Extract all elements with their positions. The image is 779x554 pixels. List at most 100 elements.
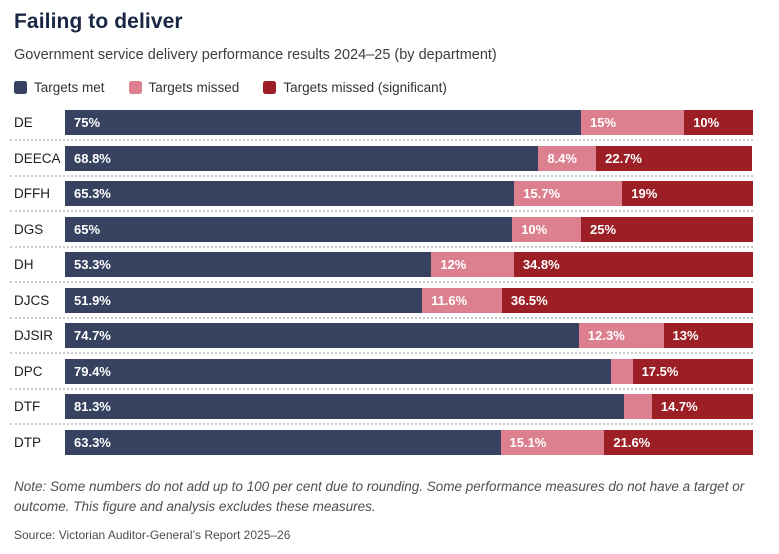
legend-item-targets-missed-significant: Targets missed (significant) — [263, 80, 447, 95]
category-label: DJCS — [14, 292, 50, 308]
stacked-bar: 74.7% 12.3% 13% — [65, 323, 753, 348]
segment-value-label: 14.7% — [660, 399, 698, 414]
segment-value-label: 79.4% — [74, 363, 111, 379]
bar-segment-missed-significant: 34.8% — [513, 252, 753, 277]
bar-segment-missed-significant: 10% — [684, 110, 753, 135]
source-line: Source: Victorian Auditor-General’s Repo… — [14, 528, 291, 543]
segment-value-label: 19% — [631, 186, 658, 201]
footnote: Note: Some numbers do not add up to 100 … — [14, 478, 745, 515]
legend-label: Targets missed (significant) — [283, 80, 447, 95]
legend-label: Targets missed — [148, 80, 240, 95]
bar-segment-missed: 10% — [512, 216, 581, 242]
category-label: DH — [14, 257, 34, 272]
stacked-bar-chart: DE 75% 15% 10% DEECA 68.8% 8.4% 22.7% DFFH 65.3% 1… — [10, 110, 753, 455]
segment-value-label: 63.3% — [74, 434, 111, 450]
segment-value-label: 8.4% — [547, 150, 577, 166]
bar-segment-missed-significant: 22.7% — [596, 145, 753, 171]
category-label: DGS — [14, 221, 44, 237]
legend: Targets met Targets missed Targets missed … — [14, 80, 753, 95]
chart-row: DEECA 68.8% 8.4% 22.7% — [14, 145, 753, 171]
legend-swatch-icon — [263, 81, 277, 94]
segment-value-label: 15.1% — [509, 434, 547, 450]
category-label: DPC — [14, 363, 43, 379]
segment-value-label: 53.3% — [74, 257, 111, 272]
stacked-bar: 51.9% 11.6% 36.5% — [65, 287, 753, 313]
segment-value-label: 11.6% — [431, 292, 468, 308]
legend-item-targets-missed: Targets missed — [128, 80, 240, 95]
category-label: DTF — [14, 399, 41, 414]
bar-segment-missed: 12% — [431, 252, 514, 277]
segment-value-label: 22.7% — [605, 150, 642, 166]
segment-value-label: 10% — [521, 221, 548, 237]
bar-segment-missed-significant: 36.5% — [501, 287, 753, 313]
bar-segment-missed — [624, 394, 652, 419]
chart-row: DTP 63.3% 15.1% 21.6% — [14, 429, 753, 455]
segment-value-label: 68.8% — [74, 150, 111, 166]
bar-segment-missed-significant: 21.6% — [604, 429, 753, 455]
stacked-bar: 79.4% 17.5% — [65, 358, 753, 384]
bar-segment-missed-significant: 19% — [622, 181, 753, 206]
bar-segment-missed-significant: 14.7% — [651, 394, 753, 419]
category-label: DTP — [14, 434, 41, 450]
stacked-bar: 65% 10% 25% — [65, 216, 753, 242]
category-label: DJSIR — [14, 328, 54, 343]
row-divider — [10, 139, 753, 141]
segment-value-label: 34.8% — [522, 257, 560, 272]
row-divider — [10, 210, 753, 212]
stacked-bar: 63.3% 15.1% 21.6% — [65, 429, 753, 455]
bar-segment-missed: 11.6% — [422, 287, 502, 313]
chart-row: DTF 81.3% 14.7% — [14, 394, 753, 419]
row-divider — [10, 352, 753, 354]
chart-row: DJSIR 74.7% 12.3% 13% — [14, 323, 753, 348]
page-subtitle: Government service delivery performance … — [14, 47, 497, 63]
row-divider — [10, 174, 753, 177]
bar-segment-missed: 12.3% — [578, 323, 664, 348]
category-label: DEECA — [14, 150, 61, 166]
stacked-bar: 68.8% 8.4% 22.7% — [65, 145, 753, 171]
page-title: Failing to deliver — [14, 10, 183, 33]
segment-value-label: 15.7% — [523, 186, 561, 201]
segment-value-label: 25% — [589, 221, 617, 237]
chart-row: DE 75% 15% 10% — [14, 110, 753, 135]
segment-value-label: 74.7% — [74, 328, 111, 343]
bar-segment-met: 53.3% — [65, 252, 432, 277]
segment-value-label: 13% — [672, 328, 699, 343]
bar-segment-met: 74.7% — [65, 323, 579, 348]
row-divider — [10, 245, 753, 248]
legend-swatch-icon — [128, 81, 142, 94]
category-label: DE — [14, 115, 33, 130]
chart-row: DPC 79.4% 17.5% — [14, 358, 753, 384]
row-divider — [10, 423, 753, 425]
chart-row: DFFH 65.3% 15.7% 19% — [14, 181, 753, 206]
segment-value-label: 36.5% — [510, 292, 548, 308]
stacked-bar: 53.3% 12% 34.8% — [65, 252, 753, 277]
bar-segment-met: 79.4% — [65, 358, 612, 384]
legend-swatch-icon — [14, 81, 27, 94]
bar-segment-missed: 15.1% — [500, 429, 605, 455]
bar-segment-met: 65.3% — [65, 181, 515, 206]
legend-label: Targets met — [34, 80, 105, 95]
stacked-bar: 81.3% 14.7% — [65, 394, 753, 419]
bar-segment-missed-significant: 17.5% — [632, 358, 753, 384]
segment-value-label: 15% — [590, 115, 617, 130]
bar-segment-missed: 8.4% — [538, 145, 597, 171]
segment-value-label: 21.6% — [613, 434, 651, 450]
chart-row: DGS 65% 10% 25% — [14, 216, 753, 242]
category-label: DFFH — [14, 186, 50, 201]
legend-item-targets-met: Targets met — [14, 80, 105, 95]
bar-segment-met: 75% — [65, 110, 581, 135]
bar-segment-met: 63.3% — [65, 429, 501, 455]
segment-value-label: 81.3% — [74, 399, 111, 414]
segment-value-label: 12% — [440, 257, 467, 272]
chart-row: DJCS 51.9% 11.6% 36.5% — [14, 287, 753, 313]
stacked-bar: 65.3% 15.7% 19% — [65, 181, 753, 206]
bar-segment-met: 51.9% — [65, 287, 423, 313]
figure: Failing to deliver Government service de… — [10, 10, 753, 543]
segment-value-label: 75% — [74, 115, 101, 130]
segment-value-label: 65.3% — [74, 186, 111, 201]
segment-value-label: 51.9% — [74, 292, 111, 308]
bar-segment-met: 65% — [65, 216, 513, 242]
segment-value-label: 12.3% — [587, 328, 625, 343]
row-divider — [10, 316, 753, 319]
bar-segment-missed — [611, 358, 633, 384]
